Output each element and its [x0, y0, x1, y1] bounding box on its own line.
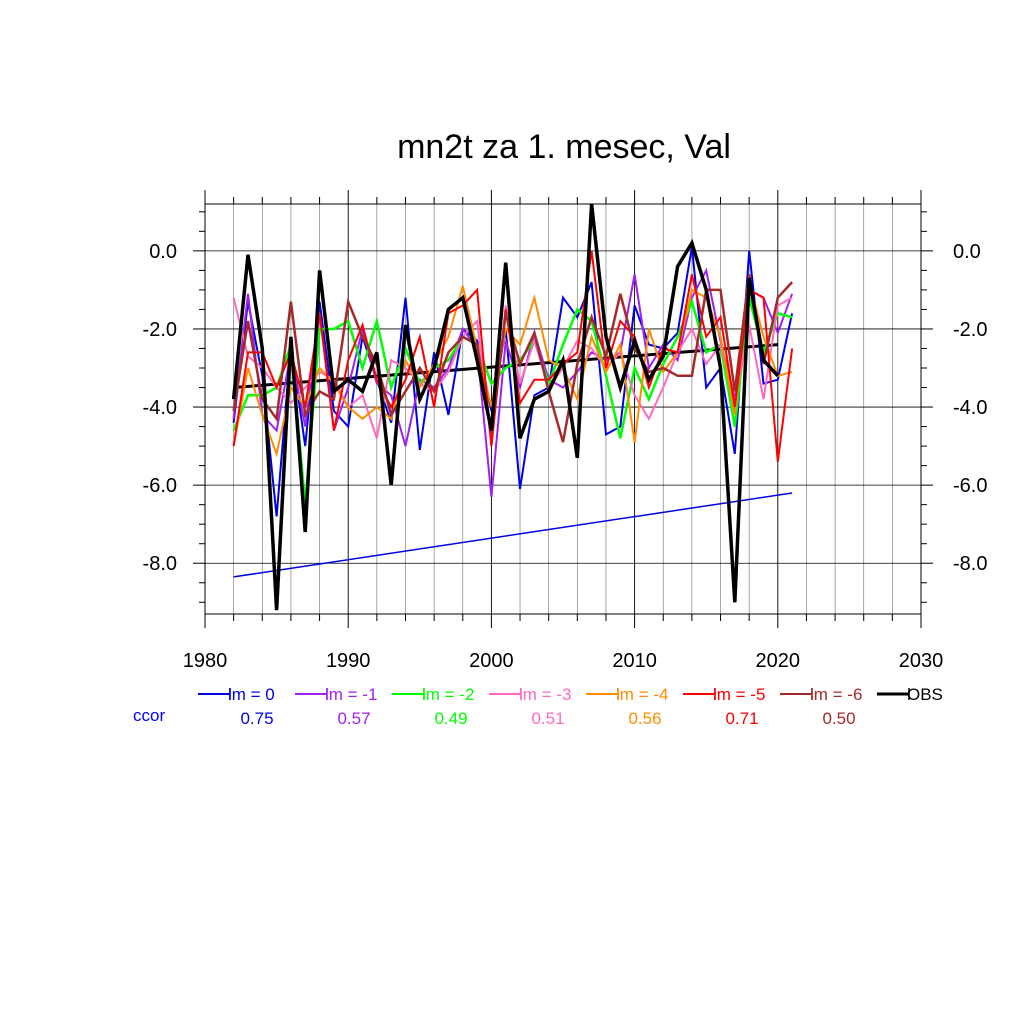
y-tick-label: -8.0: [143, 553, 177, 575]
legend-label: lm = -4: [616, 685, 668, 704]
axis-ticks: [193, 190, 933, 628]
legend: ccor lm = 0 0.75 lm = -1 0.57 lm = -2 0.49 lm …: [133, 685, 943, 728]
y-tick-label: -2.0: [143, 319, 177, 341]
x-tick-label: 2020: [756, 650, 801, 672]
x-tick-label: 1980: [183, 650, 228, 672]
x-tick-label: 2010: [612, 650, 657, 672]
legend-label: OBS: [907, 685, 943, 704]
legend-label: lm = -5: [713, 685, 765, 704]
trend-lines: [233, 343, 793, 578]
legend-ccor-value: 0.57: [337, 709, 370, 728]
plot-frame: [204, 203, 922, 615]
legend-label: lm = 0: [228, 685, 275, 704]
x-tick-label: 2030: [899, 650, 944, 672]
trend-line: [233, 492, 793, 578]
legend-label: lm = -2: [422, 685, 474, 704]
series-lines: [231, 203, 794, 611]
y-tick-label: 0.0: [149, 241, 177, 263]
legend-label: lm = -3: [519, 685, 571, 704]
y-tick-label: -6.0: [143, 475, 177, 497]
legend-label: lm = -6: [810, 685, 862, 704]
y-tick-label: -4.0: [143, 397, 177, 419]
plot-area: [193, 190, 933, 628]
legend-ccor-value: 0.50: [822, 709, 855, 728]
x-tick-label: 2000: [469, 650, 514, 672]
ccor-label: ccor: [133, 706, 165, 725]
y-tick-label-right: -4.0: [953, 397, 987, 419]
trend-line: [233, 343, 778, 390]
series-line: [232, 246, 794, 517]
legend-ccor-value: 0.56: [628, 709, 661, 728]
legend-label: lm = -1: [325, 685, 377, 704]
legend-ccor-value: 0.71: [725, 709, 758, 728]
x-tick-label: 1990: [326, 650, 371, 672]
legend-ccor-value: 0.51: [531, 709, 564, 728]
legend-ccor-value: 0.49: [434, 709, 467, 728]
y-tick-label-right: 0.0: [953, 241, 981, 263]
tick-labels: 1980 1990 2000 2010 2020 2030 0.0 0.0 -2.0 -2.0 -4…: [143, 241, 988, 672]
y-tick-label-right: -2.0: [953, 319, 987, 341]
legend-ccor-value: 0.75: [240, 709, 273, 728]
y-tick-label-right: -6.0: [953, 475, 987, 497]
chart-title: mn2t za 1. mesec, Val: [397, 128, 731, 166]
grid: [205, 204, 921, 614]
y-tick-label-right: -8.0: [953, 553, 987, 575]
series-line: [231, 203, 780, 611]
